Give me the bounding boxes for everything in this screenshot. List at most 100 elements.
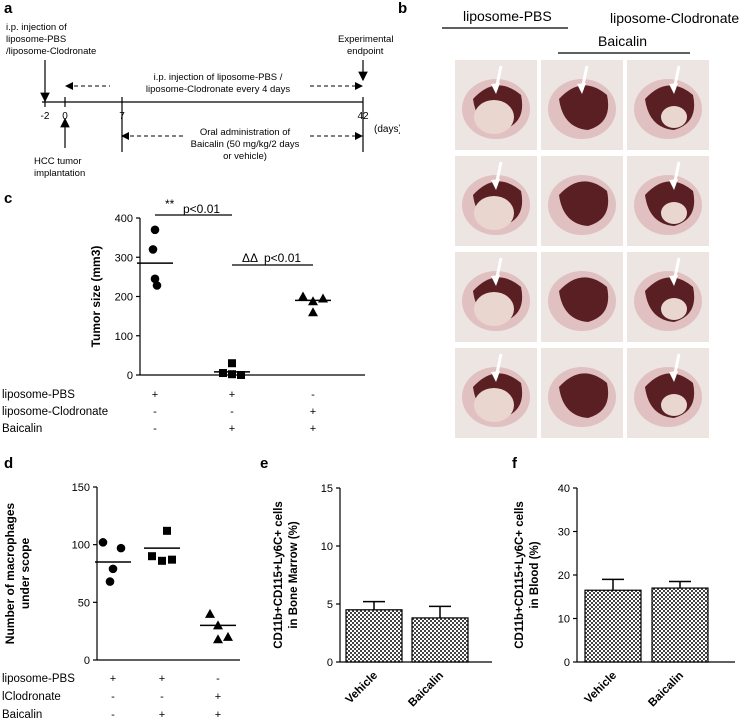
bar xyxy=(651,587,709,663)
y-tick-label: 20 xyxy=(558,570,570,582)
design-row-label: liposome-Clodronate xyxy=(2,406,108,418)
tumor-photo xyxy=(455,60,537,150)
design-sign: + xyxy=(215,691,221,703)
endpoint-label-2: endpoint xyxy=(347,46,384,57)
y-tick-label: 100 xyxy=(115,331,133,343)
panel-label-c: c xyxy=(4,190,13,207)
y-tick-label: 30 xyxy=(558,527,570,539)
timeline-diagram: i.p. injection of liposome-PBS / liposome… xyxy=(6,22,400,179)
design-sign: + xyxy=(159,673,165,685)
design-sign: - xyxy=(153,406,157,418)
y-tick-label: 5 xyxy=(327,599,333,611)
y-axis-label: in Blood (%) xyxy=(529,541,541,608)
bar xyxy=(345,609,403,663)
tumor-photo xyxy=(627,252,709,342)
y-tick-label: 50 xyxy=(78,597,90,609)
tumor-photo xyxy=(627,156,709,246)
tumor-photo xyxy=(541,348,623,438)
design-sign: - xyxy=(111,709,115,721)
endpoint-label-1: Experimental xyxy=(338,34,393,45)
tumor-photo xyxy=(455,156,537,246)
injection-label-3: /liposome-Clodronate xyxy=(6,46,96,57)
y-axis-label: in Bone Marrow (%) xyxy=(288,521,300,629)
oral-label-2: Baicalin (50 mg/kg/2 days xyxy=(191,139,300,150)
bar xyxy=(584,589,642,663)
injection-label-2: liposome-PBS xyxy=(6,34,66,45)
design-sign: - xyxy=(153,423,157,435)
data-point-circle xyxy=(150,274,160,284)
design-sign: + xyxy=(159,709,165,721)
header-baicalin: Baicalin xyxy=(598,33,648,49)
days-unit: (days) xyxy=(374,124,400,135)
hcc-label-1: HCC tumor xyxy=(34,156,82,167)
x-tick-label: Vehicle xyxy=(344,670,381,707)
x-tick-label: Vehicle xyxy=(583,670,620,707)
data-point-triangle xyxy=(308,307,318,317)
tick-day-7: 7 xyxy=(119,111,125,122)
data-point-square xyxy=(158,556,166,565)
tumor-size-chart: 0 100 200 300 400 Tumor size (mm3) liposome-PB… xyxy=(2,197,365,435)
data-point-circle xyxy=(116,543,126,553)
y-tick-label: 400 xyxy=(115,213,133,225)
data-point-square xyxy=(148,552,156,561)
design-row-label: Baicalin xyxy=(2,709,42,721)
tumor-photo xyxy=(541,156,623,246)
data-point-triangle xyxy=(223,631,233,641)
design-row-label: liposome-PBS xyxy=(2,673,75,685)
design-sign: + xyxy=(310,406,316,418)
data-point-circle xyxy=(105,577,115,586)
y-tick-label: 0 xyxy=(564,657,570,669)
data-point-square xyxy=(228,370,236,379)
panel-label-a: a xyxy=(4,0,13,17)
data-point-square xyxy=(237,371,245,379)
design-sign: + xyxy=(310,423,316,435)
y-tick-label: 200 xyxy=(115,292,133,304)
data-point-square xyxy=(168,555,176,564)
y-tick-label: 15 xyxy=(321,483,333,495)
design-row-label: Baicalin xyxy=(2,423,42,435)
y-axis-label: CD11b+CD115+Ly6C+ cells xyxy=(514,501,526,649)
y-tick-label: 0 xyxy=(327,657,333,669)
tick-day-42: 42 xyxy=(357,111,369,122)
tumor-photo xyxy=(455,252,537,342)
data-point-circle xyxy=(150,225,160,235)
y-axis-label: under scope xyxy=(18,538,32,610)
tumor-photo xyxy=(455,348,537,438)
design-sign: - xyxy=(311,389,315,401)
design-sign: + xyxy=(215,709,221,721)
design-sign: + xyxy=(229,389,235,401)
panel-label-b: b xyxy=(398,0,408,17)
data-point-triangle xyxy=(298,291,308,301)
design-sign: - xyxy=(160,691,164,703)
bone-marrow-bar-chart: 0 5 10 15 CD11b+CD115+Ly6C+ cells in Bone Mar… xyxy=(273,483,492,709)
p-value-label: p<0.01 xyxy=(183,202,220,216)
design-sign: + xyxy=(110,673,116,685)
tumor-photo xyxy=(541,60,623,150)
design-sign: + xyxy=(152,389,158,401)
data-point-circle xyxy=(108,564,118,574)
data-point-circle xyxy=(98,538,108,547)
design-sign: - xyxy=(230,406,234,418)
y-tick-label: 0 xyxy=(84,655,90,667)
design-row-label: lClodronate xyxy=(2,691,61,703)
data-point-triangle xyxy=(205,608,215,618)
y-tick-label: 300 xyxy=(115,252,133,264)
repeat-label-1: i.p. injection of liposome-PBS / xyxy=(154,72,283,83)
panel-label-d: d xyxy=(4,455,14,472)
panel-label-f: f xyxy=(512,455,517,472)
oral-label-3: or vehicle) xyxy=(223,151,267,162)
data-point-triangle xyxy=(213,634,223,644)
design-sign: - xyxy=(216,673,220,685)
y-tick-label: 0 xyxy=(127,370,133,382)
tick-day-minus2: -2 xyxy=(41,111,50,122)
oral-label-1: Oral administration of xyxy=(200,127,291,138)
header-liposome-clodronate: liposome-Clodronate xyxy=(610,10,740,26)
design-sign: + xyxy=(229,423,235,435)
y-tick-label: 100 xyxy=(72,540,90,552)
data-point-square xyxy=(163,526,171,535)
tumor-photo xyxy=(541,252,623,342)
blood-bar-chart: 0 10 20 30 40 CD11b+CD115+Ly6C+ cells in Blood… xyxy=(514,483,735,710)
significance-stars: ** xyxy=(165,197,175,211)
p-value-label: p<0.01 xyxy=(264,251,301,265)
x-tick-label: Baicalin xyxy=(646,670,686,710)
